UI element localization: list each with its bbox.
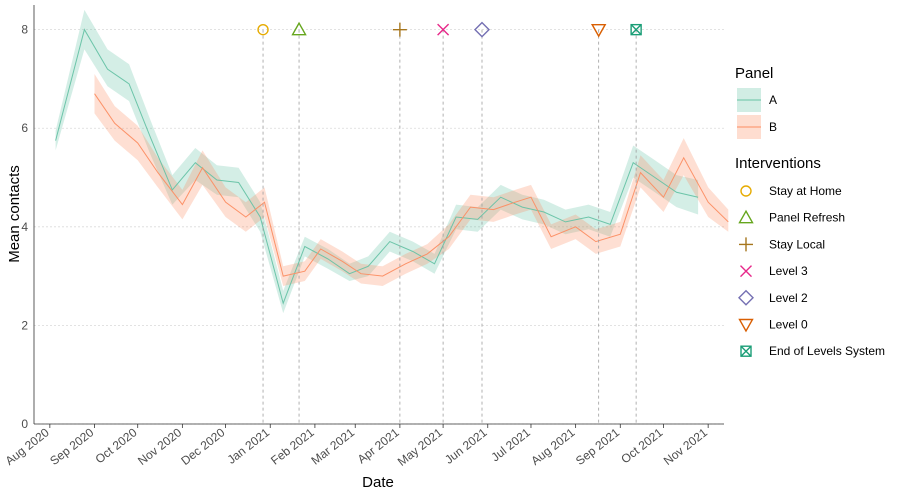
legend-key-intervention-shape [739, 237, 753, 252]
x-tick-label: Aug 2021 [528, 425, 577, 468]
intervention-marker-shape [630, 23, 642, 36]
intervention-marker-shape [392, 22, 407, 37]
line-series-B [94, 93, 729, 277]
x-tick-label: Feb 2021 [268, 425, 317, 467]
legend-key-intervention [740, 345, 752, 357]
x-tick-label: Aug 2020 [3, 425, 52, 468]
legend-title-panel: Panel [735, 65, 773, 82]
x-tick-label: Mar 2021 [309, 425, 358, 467]
intervention-markers [257, 21, 642, 38]
legend-label-intervention: Level 3 [769, 264, 808, 278]
x-tick-label: Jun 2021 [442, 425, 490, 467]
legend-key-intervention [740, 265, 752, 278]
intervention-marker-shape [291, 21, 307, 36]
y-tick-label: 0 [21, 417, 28, 431]
intervention-marker [291, 21, 307, 36]
legend-label-intervention: End of Levels System [769, 344, 885, 358]
band-series-B [94, 74, 729, 286]
x-tick-label: Jul 2021 [488, 425, 533, 464]
intervention-marker-shape [474, 21, 490, 38]
y-tick-label: 6 [21, 121, 28, 135]
intervention-marker [257, 23, 269, 36]
y-tick-label: 2 [21, 318, 28, 332]
legend-key-intervention [738, 209, 754, 224]
x-tick-label: Sep 2021 [573, 425, 622, 468]
intervention-marker-cross [630, 24, 642, 36]
x-tick-label: Jan 2021 [225, 425, 273, 467]
intervention-marker-shape [257, 23, 269, 36]
intervention-marker-shape [437, 23, 450, 36]
legend-label-intervention: Stay Local [769, 237, 825, 251]
intervention-marker [590, 23, 607, 38]
legend-title-interventions: Interventions [735, 155, 821, 172]
legend-key-intervention [738, 318, 754, 333]
x-tick-label: Dec 2020 [178, 425, 227, 468]
intervention-marker-shape [590, 23, 607, 38]
series-lines [55, 28, 729, 305]
legend: Panel Interventions AB Stay at Home Panel … [735, 65, 885, 358]
x-tick-label: Oct 2021 [618, 425, 665, 466]
x-tick-label: Sep 2020 [47, 425, 96, 468]
intervention-marker [437, 23, 450, 36]
x-tick-label: Apr 2021 [355, 425, 402, 466]
legend-label-panel: B [769, 120, 777, 134]
intervention-marker [630, 23, 642, 36]
legend-label-intervention: Stay at Home [769, 184, 842, 198]
y-axis-title: Mean contacts [6, 165, 23, 263]
legend-key-intervention-shape [740, 185, 752, 197]
y-tick-label: 4 [21, 220, 28, 234]
legend-key-intervention [739, 237, 753, 252]
legend-label-intervention: Level 0 [769, 318, 808, 332]
legend-key-intervention-shape [740, 345, 752, 357]
legend-key-intervention-shape [738, 318, 754, 333]
legend-label-intervention: Level 2 [769, 291, 808, 305]
legend-key-intervention-shape [738, 209, 754, 224]
intervention-marker [392, 22, 407, 37]
legend-key-intervention-shape [740, 265, 752, 278]
legend-key-intervention-cross [740, 345, 752, 357]
y-tick-label: 8 [21, 23, 28, 37]
band-series-A [55, 9, 699, 314]
x-tick-label: Nov 2021 [661, 425, 710, 468]
x-tick-label: Nov 2020 [135, 425, 184, 468]
legend-label-intervention: Panel Refresh [769, 211, 845, 225]
x-tick-label: Oct 2020 [93, 425, 140, 466]
legend-key-intervention [738, 289, 754, 306]
x-axis-title: Date [362, 474, 394, 491]
legend-label-panel: A [769, 93, 777, 107]
line-series-A [55, 28, 699, 305]
confidence-bands [55, 9, 729, 314]
legend-key-intervention-shape [738, 289, 754, 306]
legend-key-intervention [740, 185, 752, 197]
x-tick-label: May 2021 [395, 425, 445, 469]
intervention-marker [474, 21, 490, 38]
